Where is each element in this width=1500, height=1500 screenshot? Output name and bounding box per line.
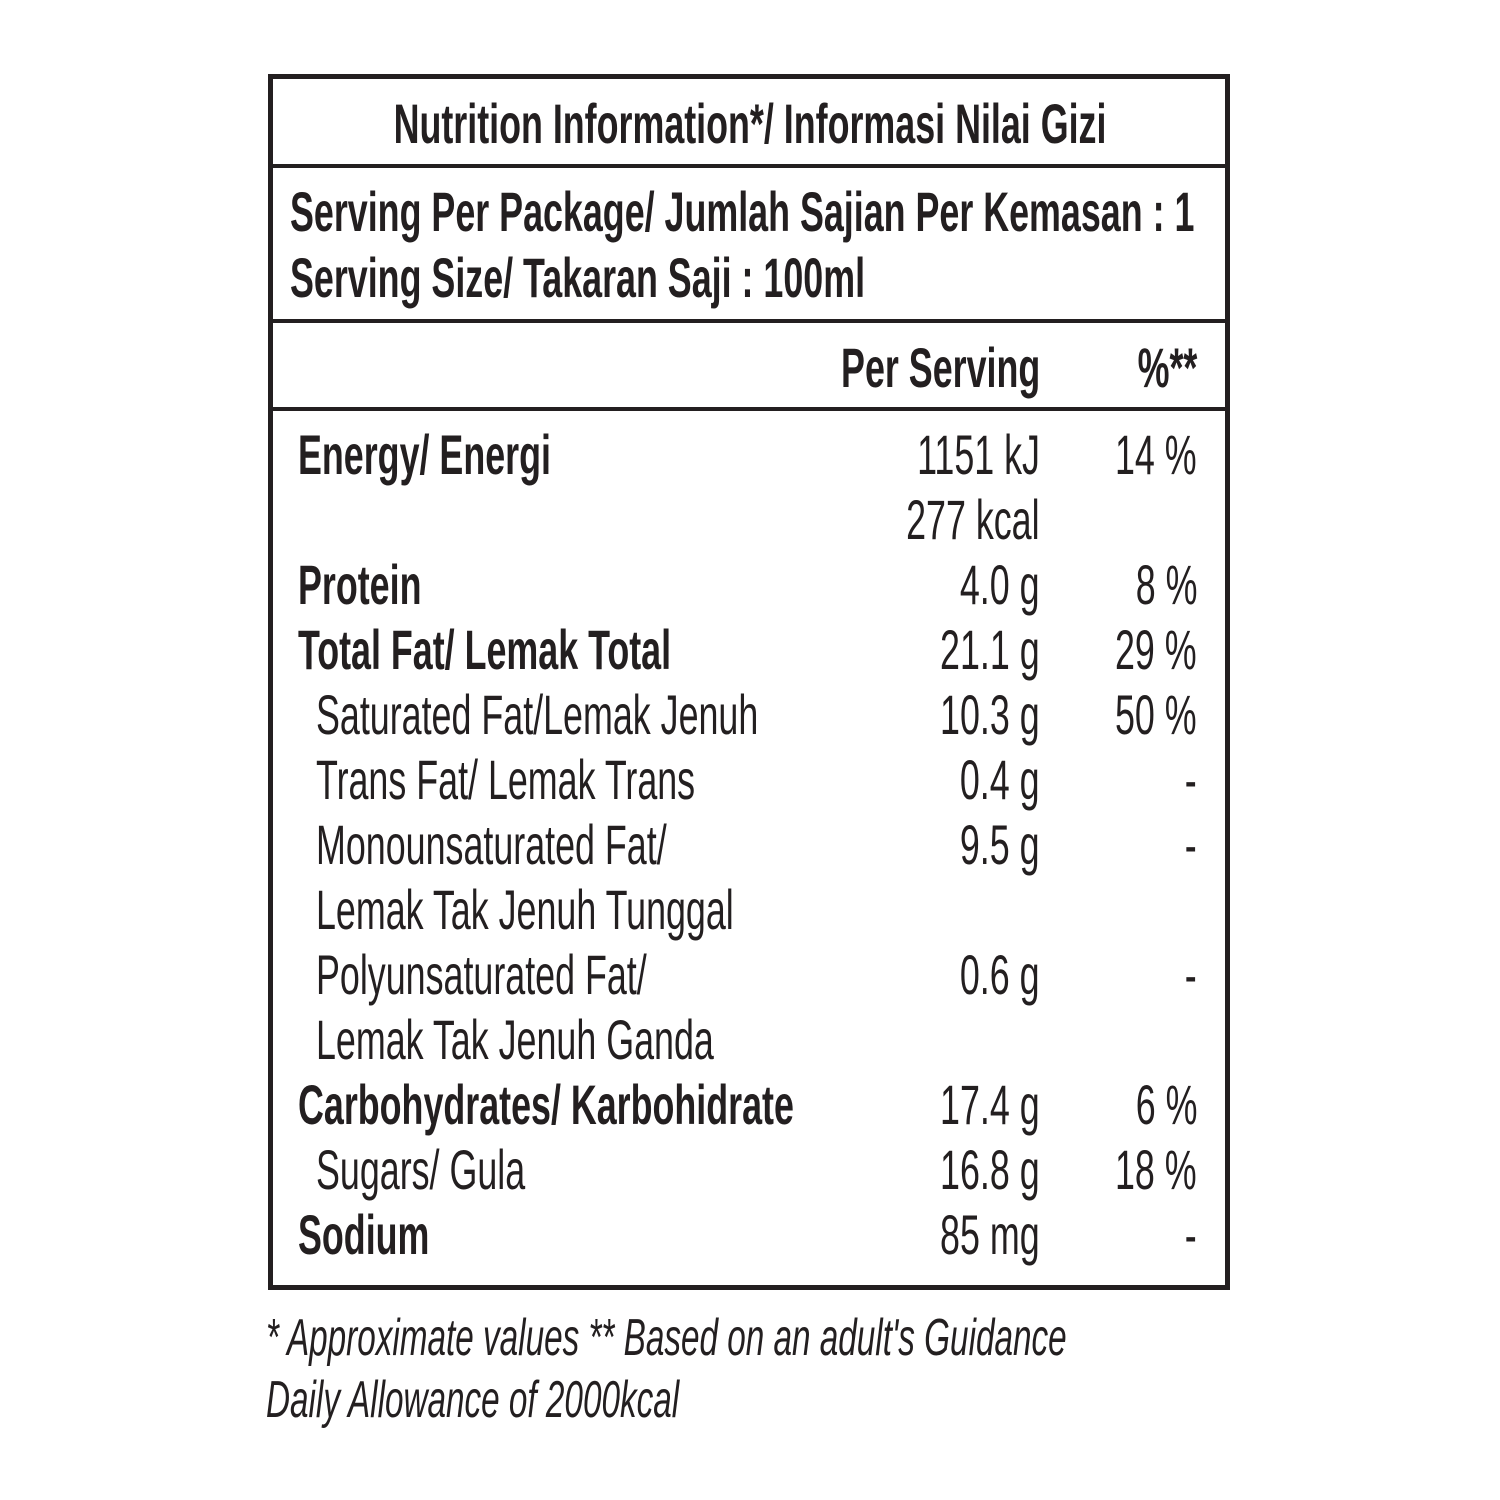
sub-nutrient-label: Lemak Tak Jenuh Ganda	[316, 1008, 714, 1071]
per-serving-value: 10.3 g	[940, 683, 1040, 746]
sub-nutrient-label: Saturated Fat/Lemak Jenuh	[316, 683, 759, 746]
per-serving-value: 0.4 g	[960, 748, 1040, 811]
percent-value: 50 %	[1115, 683, 1197, 746]
sub-nutrient-label: Monounsaturated Fat/	[316, 813, 667, 876]
per-serving-value: 85 mg	[940, 1203, 1040, 1266]
nutrient-label: Carbohydrates/ Karbohidrate	[298, 1073, 794, 1136]
serving-info: Serving Size/ Takaran Saji : 100ml	[290, 246, 866, 309]
percent-value: 29 %	[1115, 618, 1197, 681]
sub-nutrient-label: Lemak Tak Jenuh Tunggal	[316, 878, 734, 941]
divider	[270, 164, 1230, 168]
sub-nutrient-label: Sugars/ Gula	[316, 1138, 526, 1201]
per-serving-value: 4.0 g	[960, 553, 1040, 616]
nutrient-label: Sodium	[298, 1203, 430, 1266]
percent-value: 6 %	[1135, 1073, 1197, 1136]
per-serving-value: 17.4 g	[940, 1073, 1040, 1136]
per-serving-value: 16.8 g	[940, 1138, 1040, 1201]
percent-value: 18 %	[1115, 1138, 1197, 1201]
per-serving-value: 9.5 g	[960, 813, 1040, 876]
per-serving-value: 21.1 g	[940, 618, 1040, 681]
divider	[270, 407, 1230, 411]
percent-value: 14 %	[1115, 423, 1197, 486]
percent-value: -	[1185, 943, 1197, 1006]
percent-value: -	[1185, 1203, 1197, 1266]
percent-value: -	[1185, 748, 1197, 811]
column-header: Per Serving	[840, 336, 1040, 399]
sub-nutrient-label: Polyunsaturated Fat/	[316, 943, 647, 1006]
serving-info: Serving Per Package/ Jumlah Sajian Per K…	[290, 180, 1195, 243]
footnote: * Approximate values ** Based on an adul…	[266, 1309, 1067, 1367]
nutrient-label: Total Fat/ Lemak Total	[298, 618, 672, 681]
per-serving-value: 277 kcal	[906, 488, 1040, 551]
per-serving-value: 1151 kJ	[917, 423, 1040, 486]
nutrient-label: Protein	[298, 553, 422, 616]
percent-value: -	[1185, 813, 1197, 876]
footnote: Daily Allowance of 2000kcal	[266, 1371, 680, 1429]
title: Nutrition Information*/ Informasi Nilai …	[393, 92, 1107, 155]
divider	[270, 319, 1230, 323]
sub-nutrient-label: Trans Fat/ Lemak Trans	[316, 748, 696, 811]
nutrient-label: Energy/ Energi	[298, 423, 551, 486]
percent-value: 8 %	[1135, 553, 1197, 616]
column-header: %**	[1137, 336, 1197, 399]
per-serving-value: 0.6 g	[960, 943, 1040, 1006]
label-border	[268, 74, 1230, 1290]
